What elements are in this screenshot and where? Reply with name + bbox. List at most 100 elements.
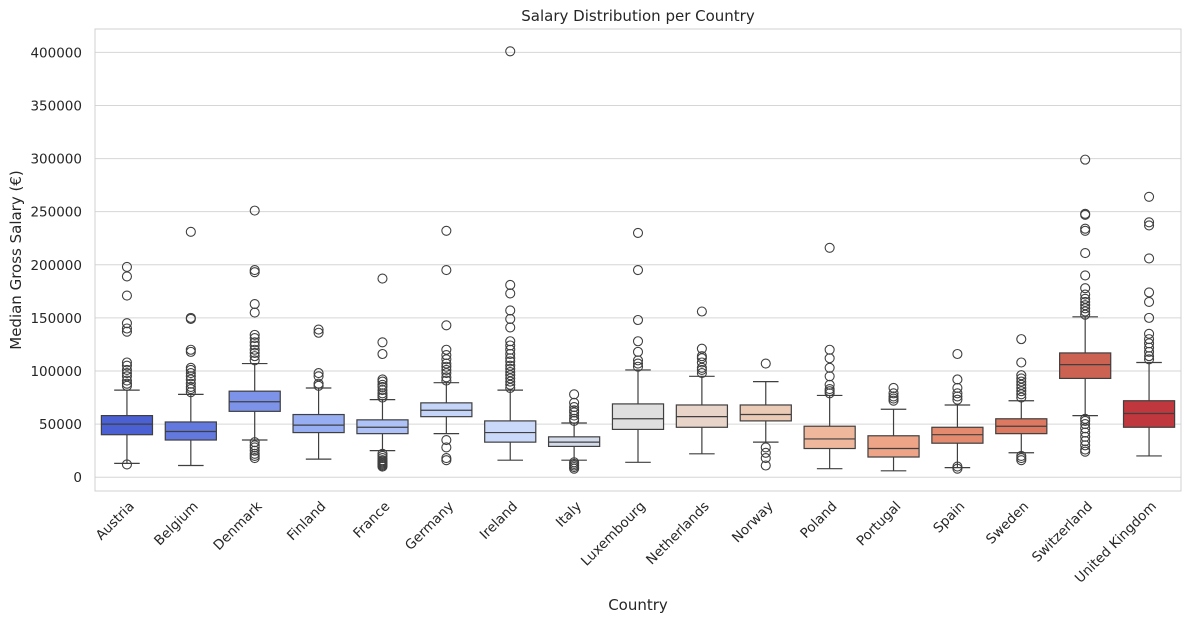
box-finland (292, 324, 345, 460)
outlier-point (1080, 248, 1091, 259)
x-tick-label: Austria (93, 499, 138, 544)
outlier-point (632, 358, 644, 369)
outlier-point (441, 320, 452, 331)
x-tick-label: Switzerland (1029, 499, 1096, 566)
x-tick-label: Poland (797, 499, 840, 542)
outlier-point (1016, 453, 1027, 464)
outlier-point (377, 379, 388, 390)
outlier-point (888, 382, 899, 394)
outlier-point (121, 357, 132, 368)
outlier-point (760, 460, 771, 471)
outlier-point (696, 343, 707, 354)
outlier-point (249, 205, 260, 216)
box-italy (547, 389, 601, 474)
outlier-point (952, 388, 963, 399)
outlier-point (696, 368, 707, 379)
outlier-point (1016, 379, 1027, 390)
box-switzerland (1059, 154, 1112, 457)
outlier-point (441, 375, 452, 386)
outlier-point (505, 279, 516, 291)
outlier-point (505, 360, 516, 371)
outlier-point (1144, 287, 1155, 298)
outlier-point (249, 440, 260, 451)
box-spain (931, 348, 984, 474)
outlier-point (1080, 283, 1091, 294)
outlier-point (441, 455, 452, 466)
outlier-point (1080, 154, 1091, 165)
iqr-box (739, 404, 792, 422)
iqr-box (803, 425, 856, 450)
y-axis-ticks: 0 50000 100000 150000 200000 250000 300000 3500… (30, 45, 82, 486)
y-tick-label: 150000 (30, 311, 82, 327)
x-tick-label: Norway (729, 499, 777, 547)
x-tick-label: Denmark (210, 498, 265, 553)
y-axis-title: Median Gross Salary (€) (7, 170, 25, 350)
outlier-point (1016, 389, 1027, 400)
outlier-point (824, 383, 835, 395)
outlier-point (249, 340, 260, 351)
outlier-point (377, 273, 388, 284)
outlier-point (1016, 373, 1027, 384)
outlier-point (824, 371, 835, 382)
outlier-point (185, 374, 196, 385)
outlier-point (760, 447, 771, 458)
outlier-point (505, 340, 516, 351)
outlier-point (121, 318, 132, 329)
x-tick-label: Sweden (983, 499, 1032, 548)
outlier-point (952, 382, 963, 394)
outlier-point (1016, 386, 1027, 397)
outlier-point (1080, 300, 1091, 311)
outlier-point (952, 348, 963, 360)
outlier-point (313, 371, 324, 382)
x-tick-label: Italy (553, 499, 585, 531)
outlier-point (441, 225, 452, 236)
outlier-point (185, 362, 196, 373)
outlier-point (505, 305, 516, 316)
outlier-point (632, 346, 644, 357)
outlier-point (313, 368, 324, 379)
box-portugal (867, 382, 920, 472)
y-tick-label: 0 (73, 470, 82, 486)
outlier-point (1144, 312, 1155, 323)
outlier-point (121, 364, 132, 375)
outlier-point (441, 265, 452, 276)
outlier-point (249, 333, 260, 344)
outlier-point (760, 442, 771, 453)
outlier-point (1016, 376, 1027, 387)
outlier-point (505, 370, 516, 381)
outlier-point (121, 261, 132, 272)
outlier-point (185, 368, 196, 379)
iqr-box (611, 403, 665, 430)
outlier-point (1080, 413, 1091, 424)
outlier-point (824, 353, 835, 364)
outlier-point (1080, 306, 1091, 317)
outlier-point (632, 336, 644, 347)
outlier-point (121, 368, 132, 379)
outlier-point (1080, 423, 1091, 434)
outlier-point (1080, 303, 1091, 314)
outlier-point (441, 368, 452, 379)
box-germany (420, 225, 473, 466)
outlier-point (505, 379, 516, 390)
iqr-box (292, 413, 345, 434)
outlier-point (696, 306, 707, 317)
iqr-box (867, 435, 920, 458)
outlier-point (1144, 338, 1155, 349)
outlier-point (249, 299, 260, 310)
outlier-point (377, 348, 388, 360)
outlier-point (121, 378, 132, 389)
outlier-point (185, 226, 196, 237)
x-tick-label: Luxembourg (578, 499, 649, 570)
outlier-point (441, 372, 452, 383)
x-tick-label: France (350, 499, 393, 542)
outlier-point (249, 265, 260, 276)
y-tick-label: 50000 (39, 417, 82, 433)
outlier-point (569, 389, 580, 400)
outlier-point (1016, 357, 1027, 368)
outlier-point (505, 322, 516, 333)
outlier-point (121, 380, 132, 391)
x-tick-label: Netherlands (643, 499, 713, 569)
outlier-point (1080, 293, 1091, 304)
outlier-point (121, 360, 132, 371)
